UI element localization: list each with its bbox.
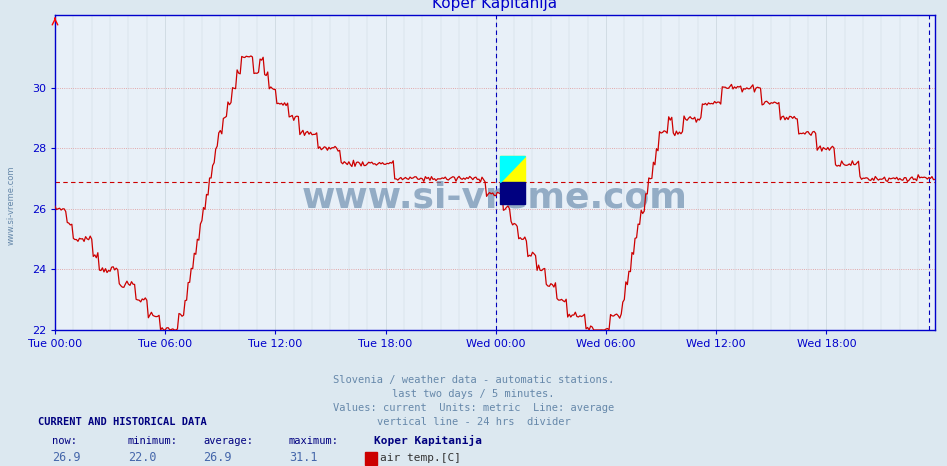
Polygon shape (500, 156, 525, 182)
Text: last two days / 5 minutes.: last two days / 5 minutes. (392, 389, 555, 399)
Text: air temp.[C]: air temp.[C] (380, 453, 461, 463)
Bar (500, 182, 525, 204)
Text: now:: now: (52, 436, 77, 445)
Text: 26.9: 26.9 (52, 452, 80, 464)
Text: 31.1: 31.1 (289, 452, 317, 464)
Text: CURRENT AND HISTORICAL DATA: CURRENT AND HISTORICAL DATA (38, 417, 206, 427)
Title: Koper Kapitanija: Koper Kapitanija (433, 0, 558, 11)
Text: vertical line - 24 hrs  divider: vertical line - 24 hrs divider (377, 417, 570, 427)
Text: 26.9: 26.9 (204, 452, 232, 464)
Bar (500, 156, 525, 182)
Text: 22.0: 22.0 (128, 452, 156, 464)
Text: Slovenia / weather data - automatic stations.: Slovenia / weather data - automatic stat… (333, 375, 614, 385)
Text: Koper Kapitanija: Koper Kapitanija (374, 435, 482, 445)
Text: www.si-vreme.com: www.si-vreme.com (302, 181, 688, 215)
Text: average:: average: (204, 436, 254, 445)
Text: Values: current  Units: metric  Line: average: Values: current Units: metric Line: aver… (333, 403, 614, 413)
Text: maximum:: maximum: (289, 436, 339, 445)
Text: minimum:: minimum: (128, 436, 178, 445)
Text: www.si-vreme.com: www.si-vreme.com (7, 165, 16, 245)
